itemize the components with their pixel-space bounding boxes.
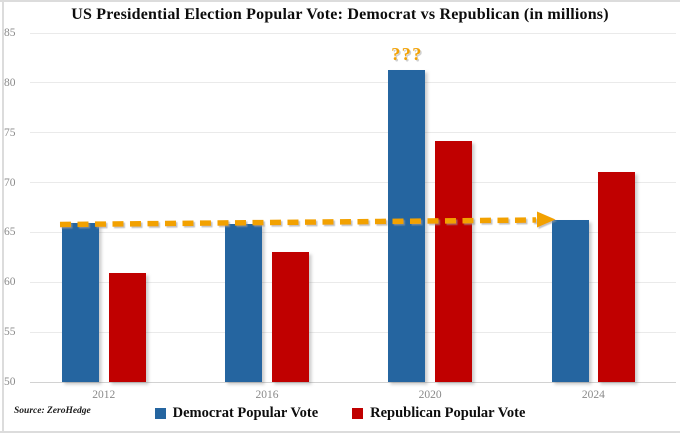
y-axis-tick-80: 80 <box>4 76 16 89</box>
democrat-swatch-icon <box>154 407 166 419</box>
gridline-75 <box>30 132 676 134</box>
y-axis-tick-70: 70 <box>4 176 16 189</box>
frame-border-bottom <box>0 431 680 433</box>
gridline-60 <box>30 281 676 283</box>
bar-republican-2024 <box>598 171 636 382</box>
x-axis-tick-2020: 2020 <box>418 389 442 401</box>
chart-legend: Democrat Popular Vote Republican Popular… <box>0 402 680 424</box>
gridline-65 <box>30 231 676 233</box>
y-axis-tick-65: 65 <box>4 226 16 239</box>
bar-republican-2020 <box>434 140 472 382</box>
legend-label-democrat: Democrat Popular Vote <box>172 404 319 421</box>
source-credit: Source: ZeroHedge <box>14 406 91 416</box>
frame-border-left <box>2 0 4 431</box>
x-axis-tick-2016: 2016 <box>255 389 279 401</box>
legend-label-republican: Republican Popular Vote <box>370 404 526 421</box>
y-axis-tick-50: 50 <box>4 376 16 388</box>
bar-republican-2012 <box>108 273 146 382</box>
x-axis-tick-2024: 2024 <box>581 389 605 401</box>
question-marks-annotation: ??? <box>391 44 423 64</box>
y-axis-tick-85: 85 <box>4 27 16 39</box>
bar-democrat-2024 <box>551 220 589 382</box>
gridline-70 <box>30 182 676 184</box>
y-axis-tick-75: 75 <box>4 126 16 139</box>
frame-border-top <box>0 0 680 2</box>
bar-republican-2016 <box>271 252 309 382</box>
bar-democrat-2012 <box>62 223 99 382</box>
bar-democrat-2020 <box>388 69 426 382</box>
gridline-80 <box>30 82 676 84</box>
bar-democrat-2016 <box>225 224 263 382</box>
gridline-85 <box>30 32 676 34</box>
y-axis-tick-60: 60 <box>4 276 16 289</box>
legend-item-democrat: Democrat Popular Vote <box>154 404 319 422</box>
legend-item-republican: Republican Popular Vote <box>352 405 525 422</box>
y-axis-tick-55: 55 <box>4 326 16 339</box>
chart-title: US Presidential Election Popular Vote: D… <box>71 6 609 23</box>
republican-swatch-icon <box>352 407 364 419</box>
gridline-55 <box>30 331 676 333</box>
gridline-50 <box>30 381 676 383</box>
x-axis-tick-2012: 2012 <box>92 389 116 401</box>
